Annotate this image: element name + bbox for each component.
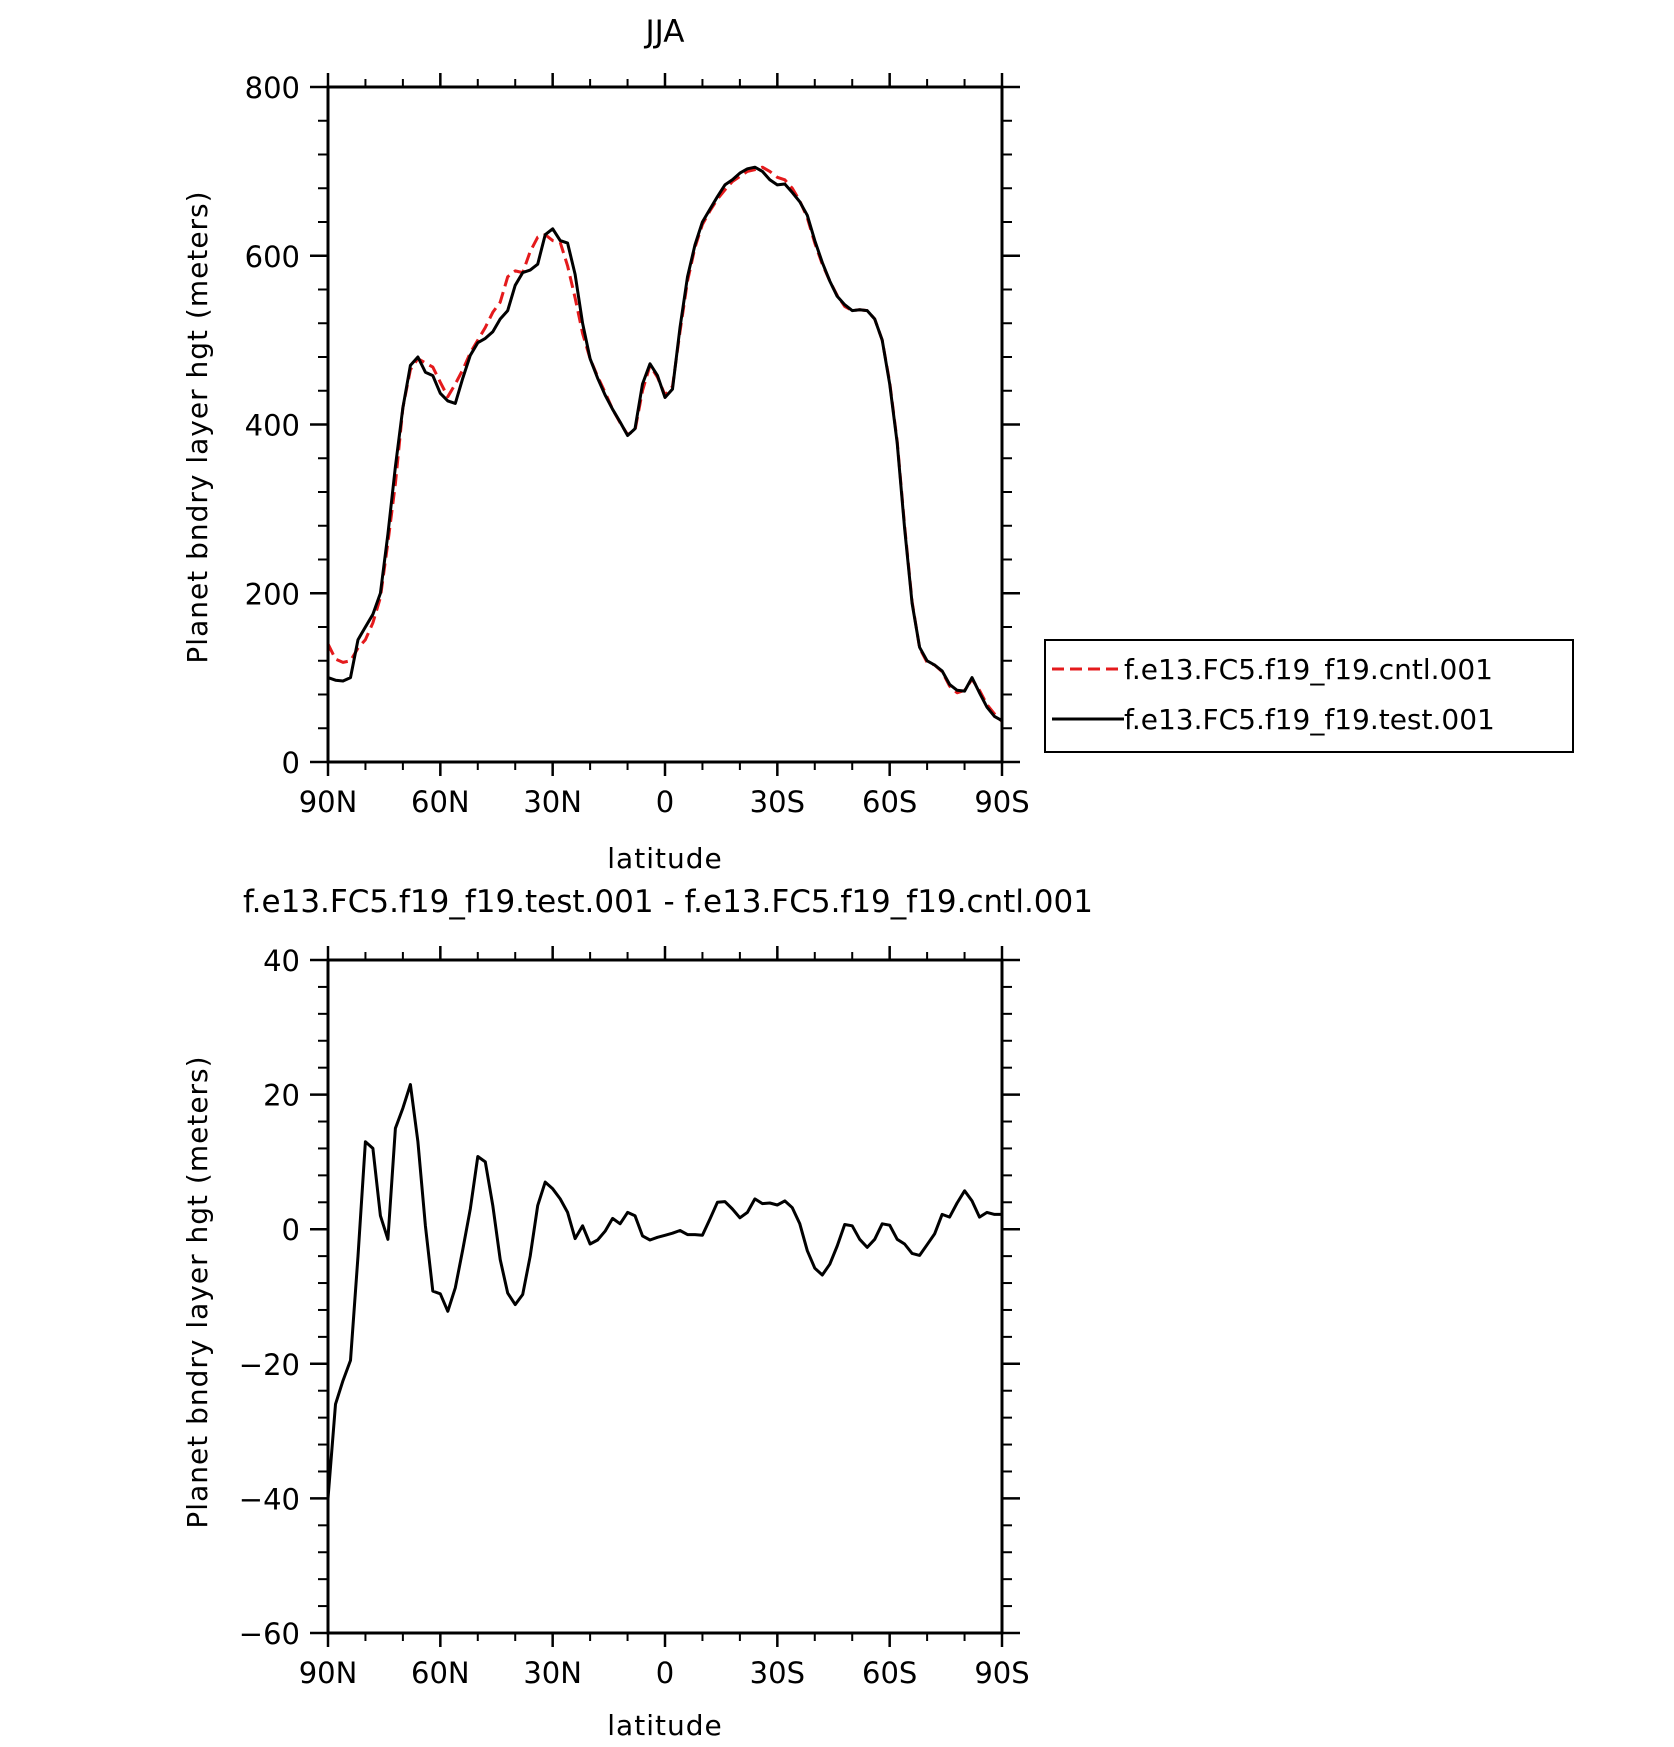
- bottom-ytick-label: −60: [239, 1617, 300, 1651]
- top-chart-title: JJA: [644, 14, 685, 50]
- top-series-line-test: [327, 165, 1003, 723]
- bottom-xtick-label: 0: [656, 1656, 674, 1690]
- bottom-chart-title: f.e13.FC5.f19_f19.test.001 - f.e13.FC5.f…: [243, 884, 1093, 920]
- top-chart-ticks: [310, 73, 1020, 776]
- bottom-xtick-label: 60N: [411, 1656, 470, 1690]
- bottom-ytick-label: 20: [263, 1079, 300, 1113]
- top-xtick-label: 60S: [862, 785, 917, 819]
- bottom-series-line-diff: [326, 1083, 1002, 1499]
- top-xtick-label: 30N: [523, 785, 582, 819]
- bottom-xtick-label: 90S: [974, 1656, 1029, 1690]
- top-series-line-cntl: [326, 165, 1004, 723]
- bottom-chart-panel: f.e13.FC5.f19_f19.test.001 - f.e13.FC5.f…: [181, 884, 1093, 1742]
- bottom-chart-tick-labels: 90N 60N 30N 0 30S 60S 90S −60 −40 −20 0 20 40: [239, 944, 1030, 1690]
- bottom-chart-frame: [326, 958, 1004, 1635]
- top-ytick-label: 0: [282, 746, 300, 780]
- bottom-xtick-label: 30S: [750, 1656, 805, 1690]
- top-chart-legend: f.e13.FC5.f19_f19.cntl.001 f.e13.FC5.f19…: [1044, 639, 1574, 753]
- bottom-ytick-label: −20: [239, 1348, 300, 1382]
- bottom-xtick-label: 60S: [862, 1656, 917, 1690]
- top-chart-xlabel: latitude: [607, 842, 722, 875]
- bottom-chart-ylabel: Planet bndry layer hgt (meters): [181, 1055, 214, 1528]
- bottom-xtick-label: 90N: [299, 1656, 358, 1690]
- top-chart-panel: JJA Planet bndry layer hgt (meters) lati…: [181, 14, 1574, 875]
- top-chart-tick-labels: 90N 60N 30N 0 30S 60S 90S 0 200 400 600 800: [245, 71, 1030, 819]
- bottom-chart-ticks: [310, 946, 1020, 1647]
- top-xtick-label: 0: [656, 785, 674, 819]
- legend-box: [1044, 639, 1574, 753]
- top-xtick-label: 60N: [411, 785, 470, 819]
- top-ytick-label: 400: [245, 409, 300, 443]
- top-chart-ylabel: Planet bndry layer hgt (meters): [181, 190, 214, 663]
- bottom-chart-xlabel: latitude: [607, 1709, 722, 1742]
- top-chart-series: [326, 165, 1004, 723]
- top-ytick-label: 200: [245, 577, 300, 611]
- top-xtick-label: 90S: [974, 785, 1029, 819]
- top-xtick-label: 90N: [299, 785, 358, 819]
- bottom-ytick-label: 40: [263, 944, 300, 978]
- bottom-ytick-label: 0: [282, 1213, 300, 1247]
- top-ytick-label: 600: [245, 240, 300, 274]
- legend-label-test: f.e13.FC5.f19_f19.test.001: [1124, 703, 1495, 736]
- top-ytick-label: 800: [245, 71, 300, 105]
- top-chart-frame: [326, 85, 1004, 764]
- legend-label-cntl: f.e13.FC5.f19_f19.cntl.001: [1124, 653, 1493, 686]
- bottom-xtick-label: 30N: [523, 1656, 582, 1690]
- bottom-ytick-label: −40: [239, 1482, 300, 1516]
- top-xtick-label: 30S: [750, 785, 805, 819]
- bottom-chart-series: [326, 1083, 1002, 1499]
